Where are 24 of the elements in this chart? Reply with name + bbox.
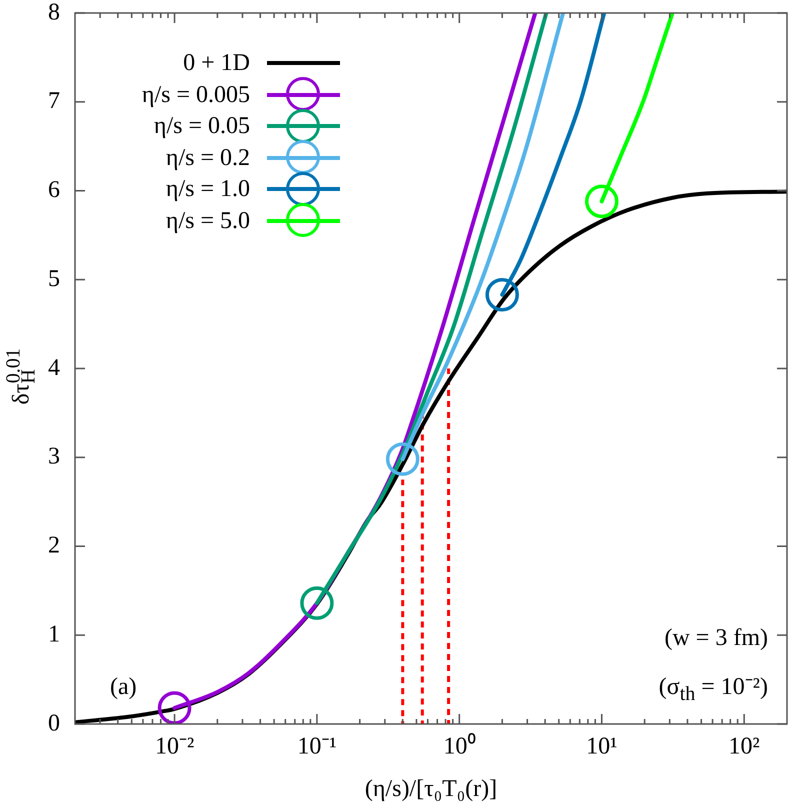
x-tick-label: 10⁻¹ [297, 734, 337, 760]
legend-label: η/s = 1.0 [164, 175, 250, 204]
annotation: (w = 3 fm) [664, 624, 768, 652]
x-axis-title: (η/s)/[τ₀T₀(r)] [364, 775, 498, 803]
y-tick-label: 8 [48, 0, 60, 26]
annotation: (σ$_{th}$ = 10⁻²) [658, 673, 768, 707]
y-tick-label: 6 [48, 177, 60, 204]
y-tick-label: 5 [48, 266, 60, 292]
legend-label: η/s = 0.05 [152, 112, 250, 140]
legend-label: η/s = 0.2 [164, 144, 250, 172]
y-tick-label: 0 [48, 710, 60, 736]
y-tick-label: 7 [48, 88, 60, 114]
y-tick-label: 3 [48, 444, 60, 470]
legend-label: η/s = 5.0 [164, 206, 250, 235]
x-tick-label: 10⁻² [154, 734, 194, 760]
y-tick-label: 1 [48, 621, 60, 648]
legend-label: η/s = 0.005 [140, 80, 250, 109]
x-tick-label: 10⁰ [443, 732, 476, 760]
x-tick-label: 10² [728, 734, 760, 760]
annotation: (a) [110, 673, 137, 701]
legend-label: 0 + 1D [182, 49, 250, 78]
y-tick-label: 2 [48, 532, 60, 559]
y-tick-label: 4 [48, 354, 60, 381]
x-tick-label: 10¹ [586, 734, 618, 760]
